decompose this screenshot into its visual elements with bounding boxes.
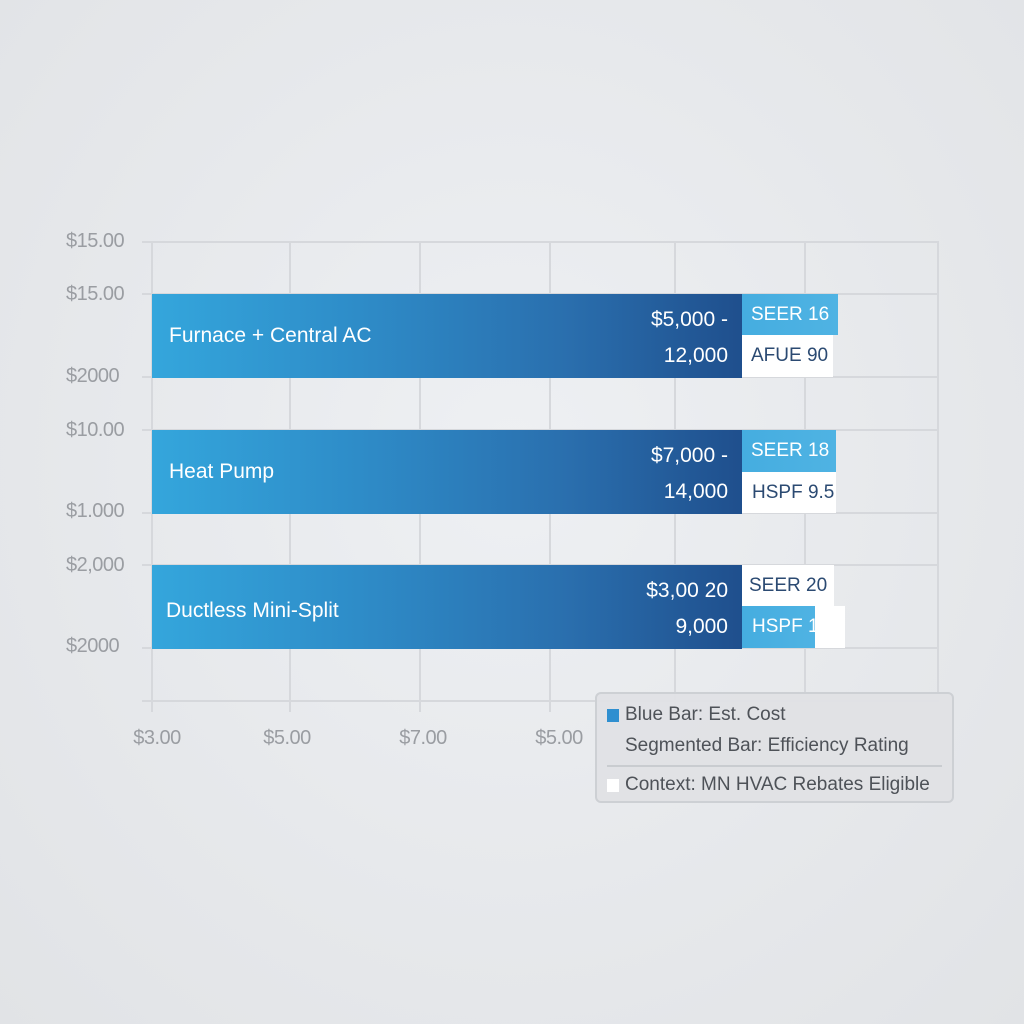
efficiency-segment-hspf-fill	[742, 606, 815, 648]
cost-line-2: 9,000	[675, 615, 728, 638]
y-tick-label: $1.000	[66, 500, 125, 522]
bar-label: Ductless Mini-Split	[166, 599, 339, 623]
efficiency-segment-seer[interactable]: SEER 18	[742, 430, 836, 472]
blue-swatch-icon	[607, 708, 619, 722]
bar-cost-range: $7,000 - 14,000	[651, 438, 728, 510]
bar-ductless-mini-split[interactable]: Ductless Mini-Split $3,00 20 9,000	[152, 565, 742, 649]
legend-item-context[interactable]: Context: MN HVAC Rebates Eligible	[607, 774, 930, 796]
gridline-h	[142, 241, 939, 243]
efficiency-segment-seer[interactable]: SEER 16	[742, 294, 838, 335]
y-tick-label: $2000	[66, 365, 120, 387]
chart-legend: Blue Bar: Est. Cost Segmented Bar: Effic…	[595, 692, 954, 803]
white-swatch-icon	[607, 778, 619, 792]
cost-line-1: $3,00 20	[646, 579, 728, 602]
efficiency-segment-seer[interactable]: SEER 20	[742, 565, 834, 606]
legend-divider	[607, 765, 942, 767]
efficiency-segment-hspf[interactable]: HSPF 9.5	[742, 472, 836, 513]
x-tick-label: $3.00	[133, 727, 181, 749]
y-tick-label: $15.00	[66, 283, 125, 305]
bar-furnace-central-ac[interactable]: Furnace + Central AC $5,000 - 12,000	[152, 294, 742, 378]
efficiency-segment-afue[interactable]: AFUE 90	[742, 335, 833, 377]
efficiency-segment-hspf[interactable]: HSPF 10.5	[752, 616, 845, 637]
cost-line-1: $7,000 -	[650, 444, 728, 467]
x-axis-line	[142, 700, 939, 702]
bar-label: Furnace + Central AC	[169, 324, 372, 347]
gridline-v	[937, 242, 939, 692]
legend-label: Segmented Bar: Efficiency Rating	[625, 735, 909, 756]
bar-cost-range: $3,00 20 9,000	[646, 573, 728, 645]
y-tick-label: $15.00	[66, 230, 125, 252]
legend-item-efficiency[interactable]: Segmented Bar: Efficiency Rating	[625, 735, 909, 757]
cost-line-2: 12,000	[663, 344, 728, 367]
x-tick-label: $7.00	[399, 727, 447, 749]
legend-item-cost[interactable]: Blue Bar: Est. Cost	[607, 704, 786, 726]
y-tick-label: $10.00	[66, 419, 125, 441]
y-tick-label: $2,000	[66, 554, 125, 576]
legend-label: Blue Bar: Est. Cost	[625, 704, 786, 725]
x-tick-label: $5.00	[263, 727, 311, 749]
legend-label: Context: MN HVAC Rebates Eligible	[625, 774, 930, 795]
cost-line-2: 14,000	[663, 480, 728, 503]
bar-heat-pump[interactable]: Heat Pump $7,000 - 14,000	[152, 430, 742, 514]
x-tick-label: $5.00	[535, 727, 583, 749]
y-tick-label: $2000	[66, 635, 120, 657]
bar-cost-range: $5,000 - 12,000	[651, 302, 728, 374]
cost-line-1: $5,000 -	[650, 308, 728, 331]
bar-label: Heat Pump	[169, 460, 275, 483]
